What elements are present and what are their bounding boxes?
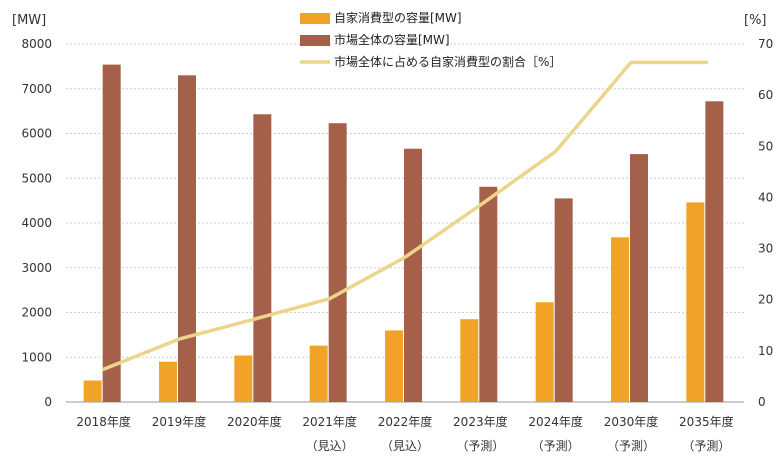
category-label: 2035年度: [679, 414, 734, 429]
right-tick-label: 70: [758, 37, 773, 51]
left-tick-label: 6000: [21, 127, 52, 141]
category-sublabel: （予測）: [607, 439, 655, 453]
category-sublabel: （見込）: [381, 439, 429, 453]
bar-market-total: [102, 64, 121, 403]
bar-self-consumption: [611, 237, 629, 402]
share-line-point: [478, 203, 482, 207]
share-line-point: [252, 317, 256, 321]
bar-self-consumption: [83, 380, 102, 402]
share-line-point: [704, 60, 708, 64]
bar-market-total: [328, 123, 347, 403]
left-tick-label: 2000: [21, 306, 52, 320]
category-label: 2018年度: [76, 414, 131, 429]
right-tick-label: 30: [758, 242, 773, 256]
category-label: 2021年度: [302, 414, 357, 429]
category-label: 2019年度: [152, 414, 207, 429]
bar-market-total: [705, 101, 724, 402]
share-line: [101, 60, 709, 372]
right-axis-ticks: 0 10 20 30 40 50 60 70: [758, 37, 773, 409]
legend-swatch: [300, 35, 330, 46]
right-tick-label: 10: [758, 344, 773, 358]
share-line-point: [328, 297, 332, 301]
category-label: 2024年度: [528, 414, 583, 429]
left-tick-label: 8000: [21, 37, 52, 51]
bar-market-total: [178, 75, 196, 402]
legend-label: 自家消費型の容量[MW]: [334, 10, 462, 25]
bar-self-consumption: [159, 361, 177, 402]
legend-label: 市場全体に占める自家消費型の割合［%］: [334, 54, 561, 69]
left-axis-ticks: 0 1000 2000 3000 4000 5000 6000 7000 8000: [21, 37, 52, 409]
left-tick-label: 4000: [21, 216, 52, 230]
right-tick-label: 40: [758, 190, 773, 204]
legend: 自家消費型の容量[MW] 市場全体の容量[MW] 市場全体に占める自家消費型の割合［…: [300, 10, 561, 69]
bar-self-consumption: [234, 355, 253, 402]
category-label: 2023年度: [453, 414, 508, 429]
bar-market-total: [253, 114, 272, 402]
category-labels: 2018年度 2019年度 2020年度 2021年度 （見込） 2022年度 （見込） 20…: [76, 414, 733, 453]
legend-label: 市場全体の容量[MW]: [334, 32, 450, 47]
left-tick-label: 5000: [21, 171, 52, 185]
category-label: 2022年度: [378, 414, 433, 429]
right-tick-label: 0: [758, 395, 766, 409]
right-tick-label: 50: [758, 139, 773, 153]
bar-self-consumption: [686, 202, 705, 402]
left-tick-label: 0: [44, 395, 52, 409]
share-line-point: [102, 367, 106, 371]
right-tick-label: 20: [758, 293, 773, 307]
category-sublabel: （見込）: [306, 439, 354, 453]
right-axis-unit: [%]: [744, 13, 767, 28]
category-sublabel: （予測）: [532, 439, 580, 453]
left-tick-label: 7000: [21, 82, 52, 96]
category-sublabel: （予測）: [682, 439, 730, 453]
bar-self-consumption: [309, 345, 328, 402]
right-tick-label: 60: [758, 88, 773, 102]
bar-self-consumption: [535, 302, 554, 402]
bar-market-total: [630, 154, 648, 402]
left-tick-label: 1000: [21, 350, 52, 364]
left-axis-unit: [MW]: [12, 13, 46, 28]
category-label: 2030年度: [604, 414, 659, 429]
bar-market-total: [479, 186, 498, 402]
bar-market-total: [404, 148, 422, 402]
bar-self-consumption: [385, 330, 403, 402]
bar-self-consumption: [460, 319, 479, 402]
share-line-point: [403, 255, 407, 259]
share-line-point: [554, 149, 558, 153]
legend-swatch: [300, 13, 330, 24]
share-line-point: [629, 60, 633, 64]
share-line-point: [177, 337, 181, 341]
bar-market-total: [554, 198, 573, 402]
bars: [83, 64, 724, 403]
category-label: 2020年度: [227, 414, 282, 429]
category-sublabel: （予測）: [456, 439, 504, 453]
left-tick-label: 3000: [21, 261, 52, 275]
